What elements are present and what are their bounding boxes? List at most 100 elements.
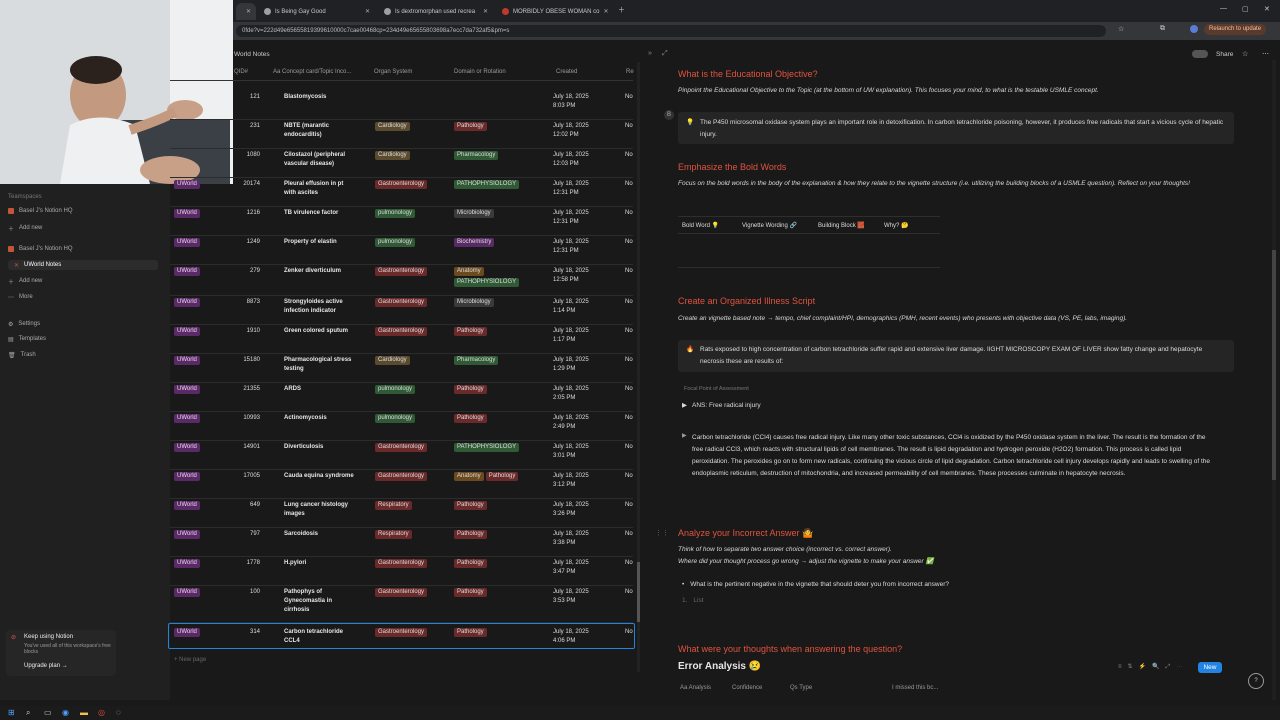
- column-header-analysis[interactable]: Aa Analysis: [680, 685, 712, 691]
- organ-system-cell[interactable]: Respiratory: [375, 501, 414, 512]
- review-cell[interactable]: No: [625, 473, 633, 479]
- search-icon[interactable]: ⌕: [26, 708, 31, 717]
- column-header-review[interactable]: Re: [626, 69, 634, 75]
- expand-icon[interactable]: ⤢: [662, 50, 668, 57]
- favorite-icon[interactable]: ☆: [1242, 51, 1249, 58]
- table-row[interactable]: UWorld 1910 Green colored sputum Gastroente…: [170, 325, 633, 354]
- review-cell[interactable]: No: [625, 444, 633, 450]
- share-button[interactable]: Share: [1216, 51, 1234, 58]
- column-header-qs-type[interactable]: Qs Type: [790, 685, 813, 691]
- new-tab-icon[interactable]: ＋: [618, 7, 625, 14]
- domain-cell[interactable]: Pathology: [454, 588, 542, 599]
- concept-cell[interactable]: NBTE (marantic endocarditis): [284, 123, 330, 138]
- domain-cell[interactable]: Pathology: [454, 501, 542, 512]
- column-header-qid[interactable]: QID#: [234, 69, 249, 75]
- domain-cell[interactable]: Microbiology: [454, 209, 542, 220]
- review-cell[interactable]: No: [625, 589, 633, 595]
- database-toolbar-icons[interactable]: ≡⇅⚡🔍⤢⋯: [1118, 664, 1189, 670]
- domain-cell[interactable]: PATHOPHYSIOLOGY: [454, 443, 542, 454]
- url-field[interactable]: 0fde?v=222d49e65655819399610000c7cae0046…: [236, 25, 1106, 37]
- table-row[interactable]: UWorld 8873 Strongyloides active infection…: [170, 296, 633, 325]
- drag-handle-icon[interactable]: ⋮⋮: [655, 530, 669, 537]
- review-cell[interactable]: No: [625, 210, 633, 216]
- review-cell[interactable]: No: [625, 386, 633, 392]
- table-row[interactable]: UWorld 14901 Diverticulosis Gastroenterolog…: [170, 441, 633, 470]
- sidebar-item-add[interactable]: ＋ Add new: [8, 223, 42, 233]
- browser-tab[interactable]: Is Being Gay Good ✕: [258, 3, 376, 20]
- comment-avatar[interactable]: B: [664, 110, 674, 120]
- profile-avatar[interactable]: [1190, 25, 1198, 33]
- organ-system-cell[interactable]: Gastroenterology: [375, 267, 429, 278]
- tab-close-active[interactable]: ✕: [236, 3, 256, 20]
- review-cell[interactable]: No: [625, 415, 633, 421]
- concept-cell[interactable]: Blastomycosis: [284, 94, 327, 100]
- new-entry-button[interactable]: New: [1198, 662, 1222, 673]
- sidebar-item-add[interactable]: ＋ Add new: [8, 276, 42, 286]
- review-cell[interactable]: No: [625, 268, 633, 274]
- table-scrollbar[interactable]: [637, 62, 640, 672]
- extensions-icon[interactable]: ⧉: [1160, 25, 1165, 32]
- review-cell[interactable]: No: [625, 502, 633, 508]
- table-row[interactable]: 1080 Cilostazol (peripheral vascular dise…: [170, 149, 633, 178]
- more-options-icon[interactable]: ⋯: [1262, 51, 1269, 58]
- concept-cell[interactable]: Pathophys of Gynecomastia in cirrhosis: [284, 589, 333, 613]
- table-row[interactable]: UWorld 100 Pathophys of Gynecomastia in ci…: [170, 586, 633, 623]
- concept-cell[interactable]: Property of elastin: [284, 239, 337, 245]
- answer-toggle[interactable]: ▶ ANS: Free radical injury: [682, 400, 761, 412]
- domain-cell[interactable]: PATHOPHYSIOLOGY: [454, 180, 542, 191]
- windows-start-icon[interactable]: ⊞: [8, 708, 15, 717]
- review-cell[interactable]: No: [625, 629, 633, 635]
- organ-system-cell[interactable]: Cardiology: [375, 356, 412, 367]
- concept-cell[interactable]: Lung cancer histology images: [284, 502, 349, 517]
- app-icon[interactable]: ◌: [116, 708, 121, 717]
- concept-cell[interactable]: Green colored sputum: [284, 328, 349, 334]
- close-icon[interactable]: ✕: [246, 9, 252, 15]
- column-header-confidence[interactable]: Confidence: [732, 685, 763, 691]
- organ-system-cell[interactable]: Gastroenterology: [375, 628, 429, 639]
- browser-tab[interactable]: MORBIDLY OBESE WOMAN co ✕: [496, 3, 614, 20]
- column-header-concept[interactable]: Aa Concept card/Topic Inco...: [273, 69, 352, 75]
- organ-system-cell[interactable]: pulmonology: [375, 238, 417, 249]
- table-row[interactable]: UWorld 10993 Actinomycosis pulmonology Patho…: [170, 412, 633, 441]
- concept-cell[interactable]: Zenker diverticulum: [284, 268, 342, 274]
- bulleted-item[interactable]: • What is the pertinent negative in the v…: [682, 579, 949, 591]
- sidebar-item-trash[interactable]: 🗑 Trash: [8, 350, 36, 360]
- domain-cell[interactable]: Pharmacology: [454, 356, 542, 367]
- column-header-missed[interactable]: I missed this bc...: [892, 685, 939, 691]
- organ-system-cell[interactable]: pulmonology: [375, 209, 417, 220]
- sidebar-item-templates[interactable]: ▤ Templates: [8, 334, 46, 344]
- sidebar-item-settings[interactable]: ⚙ Settings: [8, 319, 40, 329]
- minimize-icon[interactable]: —: [1220, 5, 1227, 12]
- concept-cell[interactable]: Carbon tetrachloride CCL4: [284, 629, 344, 644]
- doc-scrollbar[interactable]: [1272, 60, 1276, 700]
- table-row[interactable]: UWorld 17005 Cauda equina syndrome Gastroen…: [170, 470, 633, 499]
- organ-system-cell[interactable]: Gastroenterology: [375, 588, 429, 599]
- concept-cell[interactable]: Pharmacological stress testing: [284, 357, 352, 372]
- review-cell[interactable]: No: [625, 123, 633, 129]
- domain-cell[interactable]: Biochemistry: [454, 238, 542, 249]
- table-row[interactable]: UWorld 1249 Property of elastin pulmonology…: [170, 236, 633, 265]
- organ-system-cell[interactable]: Gastroenterology: [375, 180, 429, 191]
- close-window-icon[interactable]: ✕: [1264, 6, 1270, 13]
- organ-system-cell[interactable]: pulmonology: [375, 385, 417, 396]
- organ-system-cell[interactable]: pulmonology: [375, 414, 417, 425]
- table-row[interactable]: UWorld 1216 TB virulence factor pulmonology…: [170, 207, 633, 236]
- concept-cell[interactable]: Cilostazol (peripheral vascular disease): [284, 152, 346, 167]
- table-row[interactable]: UWorld 15180 Pharmacological stress testin…: [170, 354, 633, 383]
- domain-cell[interactable]: Pathology: [454, 385, 542, 396]
- review-cell[interactable]: No: [625, 299, 633, 305]
- domain-cell[interactable]: Pathology: [454, 122, 542, 133]
- edge-icon[interactable]: ◉: [62, 708, 69, 717]
- task-view-icon[interactable]: ▭: [44, 708, 52, 717]
- domain-cell[interactable]: Pathology: [454, 414, 542, 425]
- review-cell[interactable]: No: [625, 94, 633, 100]
- scrollbar-thumb[interactable]: [637, 562, 640, 622]
- sidebar-item-workspace[interactable]: Basel J's Notion HQ: [8, 206, 73, 216]
- organ-system-cell[interactable]: Respiratory: [375, 530, 414, 541]
- concept-cell[interactable]: Cauda equina syndrome: [284, 473, 354, 479]
- triangle-right-icon[interactable]: ▶: [682, 433, 687, 439]
- column-header-domain[interactable]: Domain or Rotation: [454, 69, 506, 75]
- concept-cell[interactable]: Sarcoidosis: [284, 531, 319, 537]
- concept-cell[interactable]: Diverticulosis: [284, 444, 324, 450]
- review-cell[interactable]: No: [625, 328, 633, 334]
